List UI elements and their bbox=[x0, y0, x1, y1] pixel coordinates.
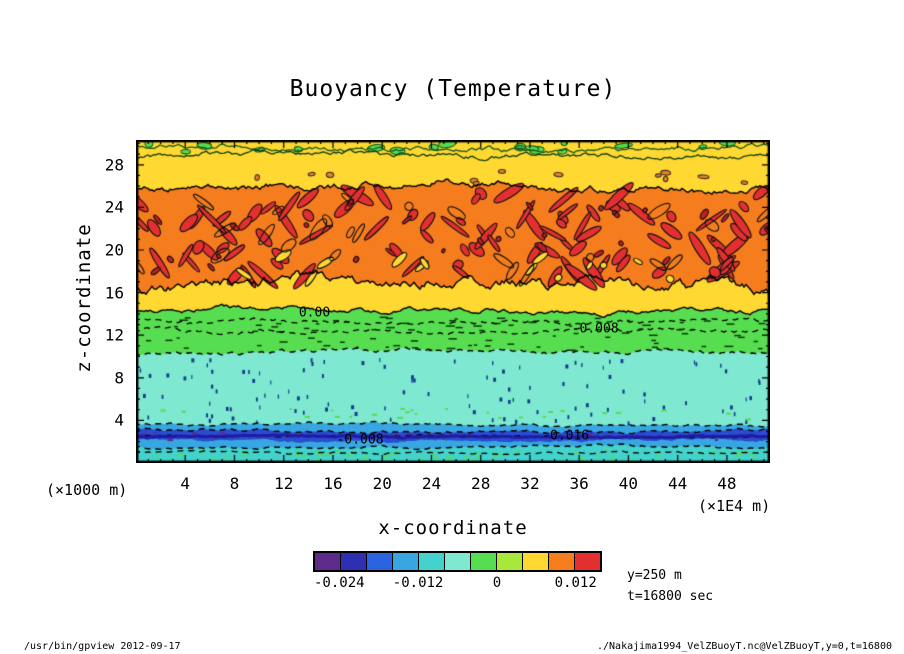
colorbar-cell bbox=[523, 553, 549, 570]
colorbar-cell bbox=[445, 553, 471, 570]
y-tick-label: 20 bbox=[104, 240, 124, 260]
colorbar: -0.024 -0.012 0 0.012 bbox=[313, 551, 602, 593]
colorbar-cell bbox=[315, 553, 341, 570]
y-tick-label: 4 bbox=[114, 410, 124, 430]
plot-area: 4 8 12 16 20 24 28 32 36 40 44 48 4 8 12 16 20 24 28 0.00… bbox=[105, 140, 770, 493]
colorbar-tick-label: -0.012 bbox=[392, 575, 444, 591]
x-tick-label: 40 bbox=[618, 474, 639, 493]
colorbar-tick-labels: -0.024 -0.012 0 0.012 bbox=[313, 575, 602, 593]
x-tick-label: 8 bbox=[229, 474, 240, 493]
x-tick-label: 36 bbox=[569, 474, 589, 493]
x-tick-label: 32 bbox=[520, 474, 540, 493]
x-tick-label: 48 bbox=[717, 474, 737, 493]
y-tick-label: 16 bbox=[104, 283, 124, 303]
y-tick-label: 12 bbox=[104, 325, 124, 345]
colorbar-cell bbox=[497, 553, 523, 570]
annotation-time: t=16800 sec bbox=[627, 589, 714, 605]
annotation-y-slice: y=250 m bbox=[627, 568, 682, 583]
x-tick-label: 16 bbox=[323, 474, 343, 493]
contour-label: 0.00 bbox=[298, 305, 331, 321]
chart-title: Buoyancy (Temperature) bbox=[289, 76, 617, 102]
colorbar-cell bbox=[575, 553, 600, 570]
y-tick-label: 28 bbox=[104, 155, 124, 175]
colorbar-tick-label: 0 bbox=[492, 575, 502, 591]
colorbar-tick-label: 0.012 bbox=[554, 575, 597, 591]
contour-field-canvas bbox=[136, 140, 770, 463]
colorbar-cell bbox=[471, 553, 497, 570]
x-axis-label: x-coordinate bbox=[378, 517, 528, 539]
y-axis-unit: (×1000 m) bbox=[46, 481, 128, 499]
colorbar-cell bbox=[367, 553, 393, 570]
annotation-block: y=250 m t=16800 sec bbox=[627, 565, 713, 608]
x-tick-label: 4 bbox=[180, 474, 191, 493]
y-axis-label: z-coordinate bbox=[73, 223, 95, 373]
y-tick-label: 8 bbox=[114, 368, 124, 388]
colorbar-tick-label: -0.024 bbox=[313, 575, 365, 591]
contour-label: -0.008 bbox=[571, 321, 619, 337]
colorbar-cells bbox=[313, 551, 602, 572]
colorbar-cell bbox=[341, 553, 367, 570]
x-tick-label: 44 bbox=[668, 474, 688, 493]
y-tick-label: 24 bbox=[104, 197, 124, 217]
x-tick-label: 28 bbox=[471, 474, 491, 493]
colorbar-cell bbox=[419, 553, 445, 570]
footer-command: /usr/bin/gpview 2012-09-17 bbox=[24, 641, 181, 652]
colorbar-cell bbox=[393, 553, 419, 570]
contour-label: -0.016 bbox=[542, 428, 590, 444]
contour-label: -0.008 bbox=[336, 432, 384, 448]
x-tick-label: 24 bbox=[421, 474, 442, 493]
colorbar-cell bbox=[549, 553, 575, 570]
x-axis-unit: (×1E4 m) bbox=[698, 497, 771, 515]
x-tick-label: 20 bbox=[372, 474, 392, 493]
x-tick-label: 12 bbox=[274, 474, 294, 493]
footer-datasource: ./Nakajima1994_VelZBuoyT.nc@VelZBuoyT,y=… bbox=[596, 641, 892, 652]
